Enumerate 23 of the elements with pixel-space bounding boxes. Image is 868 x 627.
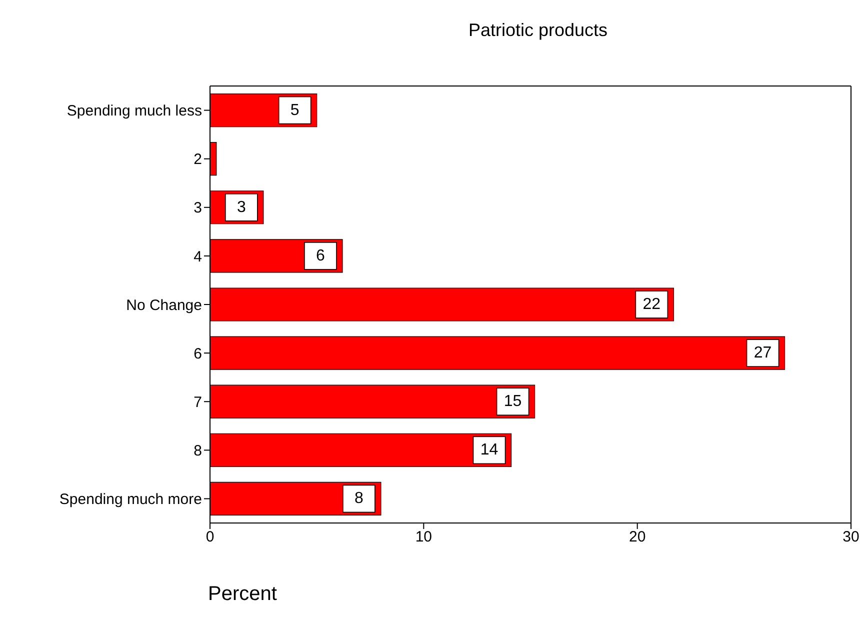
x-tick-label: 30 (842, 528, 860, 546)
x-tick-label: 10 (415, 528, 432, 546)
y-tick-label: 8 (194, 442, 202, 460)
y-tick-label: No Change (126, 296, 202, 314)
data-label: 5 (290, 102, 300, 119)
y-tick-label: Spending much less (66, 102, 202, 120)
data-label: 3 (236, 198, 246, 216)
data-label: 22 (642, 296, 661, 313)
chart-title: Patriotic products (467, 20, 609, 41)
y-tick-label: Spending much more (59, 491, 202, 508)
y-tick-label: 7 (194, 394, 202, 411)
y-tick-label: 2 (194, 151, 202, 168)
y-tick-label: 6 (194, 345, 202, 362)
data-label: 27 (754, 344, 772, 362)
data-label: 14 (480, 442, 498, 459)
x-tick-label: 20 (628, 528, 646, 546)
data-label: 6 (316, 247, 326, 264)
data-label: 15 (504, 393, 522, 410)
x-tick-label: 0 (206, 528, 214, 546)
y-tick-label: 3 (194, 200, 202, 217)
data-label: 8 (354, 490, 364, 508)
y-tick-label: 4 (194, 248, 202, 266)
x-axis-title: Percent (208, 583, 277, 606)
